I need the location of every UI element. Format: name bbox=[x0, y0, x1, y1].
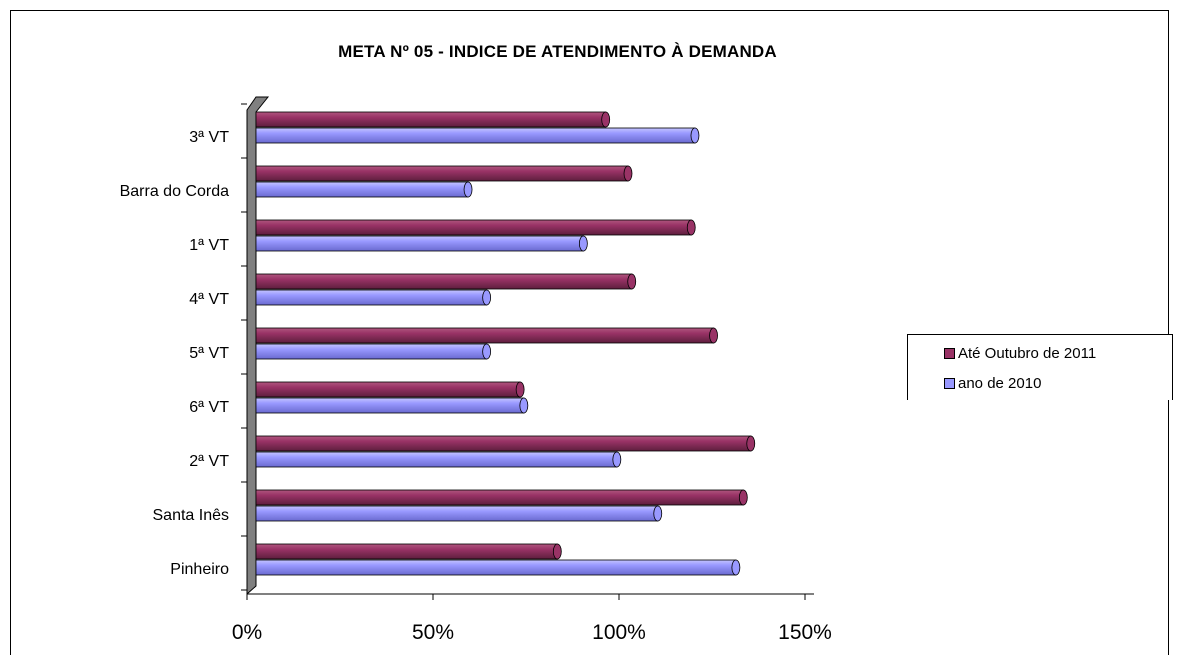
bar bbox=[255, 235, 588, 252]
bar-cap bbox=[463, 181, 473, 198]
bar-body bbox=[255, 127, 696, 144]
bar-cap bbox=[709, 327, 718, 344]
bar-body bbox=[255, 235, 584, 252]
bar bbox=[255, 543, 562, 560]
bar bbox=[255, 181, 473, 198]
x-tick-label: 0% bbox=[232, 621, 262, 644]
bar-body bbox=[255, 559, 737, 576]
bar bbox=[255, 397, 529, 414]
category-label: Santa Inês bbox=[153, 507, 230, 524]
category-label: 1ª VT bbox=[189, 237, 229, 254]
category-label: 3ª VT bbox=[189, 129, 229, 146]
bar-cap bbox=[627, 273, 637, 290]
bar-cap bbox=[690, 127, 700, 144]
bar-body bbox=[255, 381, 521, 398]
bar-body bbox=[255, 181, 469, 198]
bar-cap bbox=[653, 505, 663, 522]
category-label: Pinheiro bbox=[170, 561, 229, 578]
bar-body bbox=[255, 451, 618, 468]
legend-swatch-2010 bbox=[944, 378, 955, 389]
axis-ticks bbox=[241, 103, 806, 600]
bar-body bbox=[255, 111, 607, 128]
bar-cap bbox=[623, 165, 633, 182]
bar bbox=[255, 435, 756, 452]
legend-swatch-2011 bbox=[944, 348, 955, 359]
x-tick-labels: 0% 50% 100% 150% bbox=[232, 621, 832, 644]
bar bbox=[255, 505, 663, 522]
bar-cap bbox=[731, 559, 741, 576]
chart-back-wall bbox=[246, 96, 814, 596]
bar-body bbox=[255, 543, 558, 560]
category-label: 2ª VT bbox=[189, 453, 229, 470]
bar bbox=[255, 559, 741, 576]
legend-label-2011: Até Outubro de 2011 bbox=[958, 345, 1097, 362]
category-label: 6ª VT bbox=[189, 399, 229, 416]
bar-body bbox=[255, 505, 659, 522]
category-label: 5ª VT bbox=[189, 345, 229, 362]
wall-panel bbox=[246, 96, 270, 596]
bar bbox=[255, 289, 492, 306]
bar-cap bbox=[601, 111, 611, 128]
bar bbox=[255, 489, 748, 506]
bar bbox=[255, 111, 611, 128]
bar bbox=[255, 381, 525, 398]
bar bbox=[255, 219, 696, 236]
bar-body bbox=[255, 397, 525, 414]
bar bbox=[255, 343, 492, 360]
category-labels: 3ª VT Barra do Corda 1ª VT 4ª VT 5ª VT 6ª VT 2… bbox=[120, 129, 230, 578]
bar bbox=[255, 327, 718, 344]
bar-body bbox=[255, 165, 629, 182]
bar bbox=[255, 451, 622, 468]
category-label: 4ª VT bbox=[189, 291, 229, 308]
bar-cap bbox=[738, 489, 748, 506]
bar-body bbox=[255, 343, 488, 360]
x-tick-label: 100% bbox=[592, 621, 646, 644]
bar-cap bbox=[552, 543, 562, 560]
bar bbox=[255, 273, 637, 290]
bar-cap bbox=[519, 397, 529, 414]
bar-cap bbox=[612, 451, 622, 468]
bar-body bbox=[255, 489, 744, 506]
bar-body bbox=[255, 327, 714, 344]
legend-label-2010: ano de 2010 bbox=[958, 375, 1042, 392]
bar-body bbox=[255, 435, 752, 452]
chart-title: META Nº 05 - INDICE DE ATENDIMENTO À DEM… bbox=[338, 42, 777, 61]
chart-frame bbox=[10, 10, 1169, 655]
bar-body bbox=[255, 219, 692, 236]
bar-body bbox=[255, 273, 633, 290]
bar-cap bbox=[746, 435, 756, 452]
category-label: Barra do Corda bbox=[120, 183, 229, 200]
bar-cap bbox=[686, 219, 696, 236]
x-tick-label: 150% bbox=[778, 621, 832, 644]
legend: Até Outubro de 2011 ano de 2010 bbox=[907, 334, 1173, 400]
bar-cap bbox=[515, 381, 525, 398]
bars-group bbox=[255, 111, 756, 576]
legend-item-2010: ano de 2010 bbox=[944, 375, 1041, 392]
bar bbox=[255, 165, 633, 182]
legend-item-2011: Até Outubro de 2011 bbox=[944, 345, 1096, 362]
bar-cap bbox=[482, 343, 492, 360]
bar-body bbox=[255, 289, 488, 306]
x-tick-label: 50% bbox=[412, 621, 454, 644]
bar-cap bbox=[482, 289, 492, 306]
bar-cap bbox=[578, 235, 588, 252]
bar bbox=[255, 127, 700, 144]
